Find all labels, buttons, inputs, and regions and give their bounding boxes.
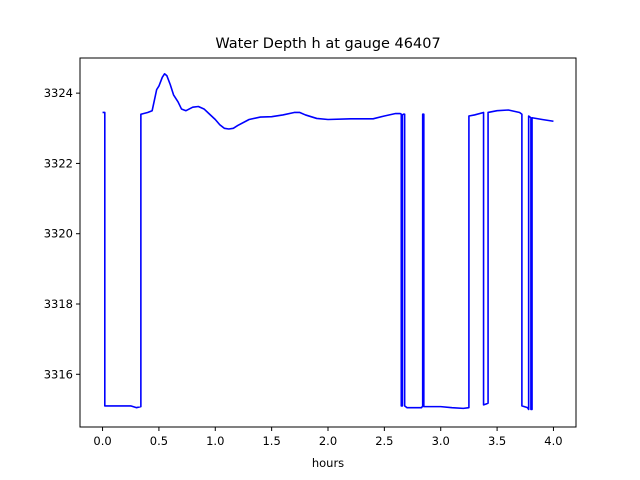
plot-area-frame [79,57,577,428]
y-tick-label: 3316 [44,367,73,381]
y-tick-label: 3318 [44,297,73,311]
x-tick-label: 3.0 [432,434,450,448]
chart-title: Water Depth h at gauge 46407 [215,36,440,52]
x-tick-label: 2.5 [375,434,393,448]
series-line [102,73,554,411]
y-tick-label: 3324 [44,86,73,100]
x-tick-label: 1.5 [262,434,280,448]
x-tick-label: 2.0 [319,434,337,448]
x-tick-label: 0.5 [150,434,168,448]
x-tick-label: 1.0 [206,434,224,448]
y-tick-label: 3322 [44,156,73,170]
x-tick-label: 3.5 [488,434,506,448]
x-axis-title: hours [312,456,344,470]
x-tick-label: 4.0 [544,434,562,448]
y-tick-label: 3320 [44,227,73,241]
y-axis-ticks: 3316 3318 3320 3322 3324 [44,86,80,381]
x-axis-ticks: 0.0 0.5 1.0 1.5 2.0 2.5 3.0 3.5 4.0 [93,427,563,448]
x-tick-label: 0.0 [93,434,111,448]
